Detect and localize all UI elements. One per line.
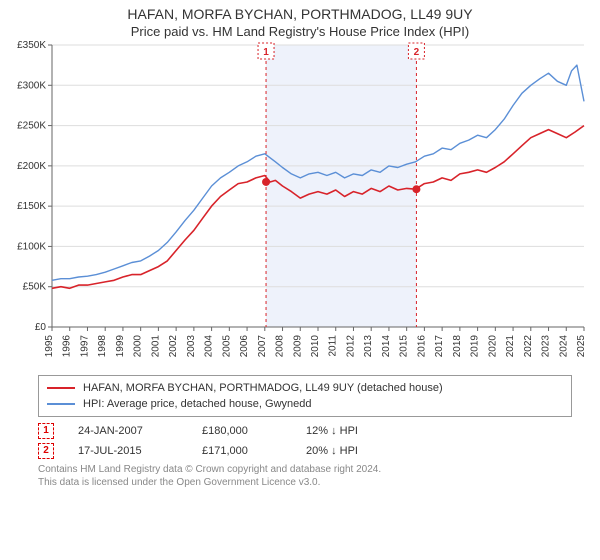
svg-text:1999: 1999 <box>115 335 126 358</box>
legend-label: HAFAN, MORFA BYCHAN, PORTHMADOG, LL49 9U… <box>83 380 443 396</box>
chart-title: HAFAN, MORFA BYCHAN, PORTHMADOG, LL49 9U… <box>8 6 592 22</box>
legend-label: HPI: Average price, detached house, Gwyn… <box>83 396 312 412</box>
svg-text:2006: 2006 <box>239 335 250 358</box>
svg-text:2007: 2007 <box>257 335 268 358</box>
sale-row: 2 17-JUL-2015 £171,000 20% ↓ HPI <box>38 441 572 461</box>
svg-text:1: 1 <box>263 47 269 58</box>
sale-date: 24-JAN-2007 <box>78 421 178 441</box>
legend: HAFAN, MORFA BYCHAN, PORTHMADOG, LL49 9U… <box>38 375 572 417</box>
svg-text:2021: 2021 <box>505 335 516 358</box>
svg-text:1996: 1996 <box>62 335 73 358</box>
sales-table: 1 24-JAN-2007 £180,000 12% ↓ HPI 2 17-JU… <box>38 421 572 461</box>
svg-text:2024: 2024 <box>558 335 569 358</box>
svg-text:2010: 2010 <box>310 335 321 358</box>
sale-date: 17-JUL-2015 <box>78 441 178 461</box>
svg-text:£300K: £300K <box>17 80 46 91</box>
svg-text:2009: 2009 <box>292 335 303 358</box>
svg-text:2025: 2025 <box>576 335 587 358</box>
svg-text:£50K: £50K <box>23 282 47 293</box>
svg-text:2015: 2015 <box>399 335 410 358</box>
sale-delta: 20% ↓ HPI <box>306 441 358 461</box>
sale-price: £171,000 <box>202 441 282 461</box>
svg-text:2018: 2018 <box>452 335 463 358</box>
sale-marker-icon: 2 <box>38 443 54 459</box>
svg-text:1995: 1995 <box>44 335 55 358</box>
sale-delta: 12% ↓ HPI <box>306 421 358 441</box>
legend-swatch <box>47 403 75 405</box>
chart-container: HAFAN, MORFA BYCHAN, PORTHMADOG, LL49 9U… <box>0 0 600 560</box>
footnote-line: Contains HM Land Registry data © Crown c… <box>38 463 572 476</box>
svg-text:2005: 2005 <box>221 335 232 358</box>
legend-swatch <box>47 387 75 389</box>
svg-text:2017: 2017 <box>434 335 445 358</box>
svg-text:£350K: £350K <box>17 40 46 51</box>
line-chart-svg: £0 £50K £100K £150K £200K £250K £300K £350K 1995… <box>8 39 592 369</box>
svg-text:1998: 1998 <box>97 335 108 358</box>
svg-text:2016: 2016 <box>416 335 427 358</box>
svg-text:2013: 2013 <box>363 335 374 358</box>
svg-text:2008: 2008 <box>275 335 286 358</box>
svg-text:2004: 2004 <box>204 335 215 358</box>
svg-text:2000: 2000 <box>133 335 144 358</box>
svg-text:£250K: £250K <box>17 121 46 132</box>
footnote-line: This data is licensed under the Open Gov… <box>38 476 572 489</box>
svg-text:2002: 2002 <box>168 335 179 358</box>
svg-text:£0: £0 <box>35 322 47 333</box>
title-block: HAFAN, MORFA BYCHAN, PORTHMADOG, LL49 9U… <box>8 6 592 39</box>
svg-text:2022: 2022 <box>523 335 534 358</box>
svg-text:2019: 2019 <box>470 335 481 358</box>
svg-text:£150K: £150K <box>17 201 46 212</box>
chart-subtitle: Price paid vs. HM Land Registry's House … <box>8 24 592 39</box>
svg-text:2020: 2020 <box>487 335 498 358</box>
sale-price: £180,000 <box>202 421 282 441</box>
legend-item: HPI: Average price, detached house, Gwyn… <box>47 396 563 412</box>
svg-text:£100K: £100K <box>17 241 46 252</box>
footnote: Contains HM Land Registry data © Crown c… <box>38 463 572 489</box>
svg-text:2023: 2023 <box>541 335 552 358</box>
svg-text:1997: 1997 <box>79 335 90 358</box>
svg-text:2001: 2001 <box>150 335 161 358</box>
chart-area: £0 £50K £100K £150K £200K £250K £300K £350K 1995… <box>8 39 592 369</box>
sale-row: 1 24-JAN-2007 £180,000 12% ↓ HPI <box>38 421 572 441</box>
svg-text:2003: 2003 <box>186 335 197 358</box>
svg-text:2012: 2012 <box>345 335 356 358</box>
legend-item: HAFAN, MORFA BYCHAN, PORTHMADOG, LL49 9U… <box>47 380 563 396</box>
svg-text:2014: 2014 <box>381 335 392 358</box>
svg-text:2011: 2011 <box>328 335 339 357</box>
sale-marker-icon: 1 <box>38 423 54 439</box>
svg-text:2: 2 <box>414 47 420 58</box>
svg-text:£200K: £200K <box>17 161 46 172</box>
